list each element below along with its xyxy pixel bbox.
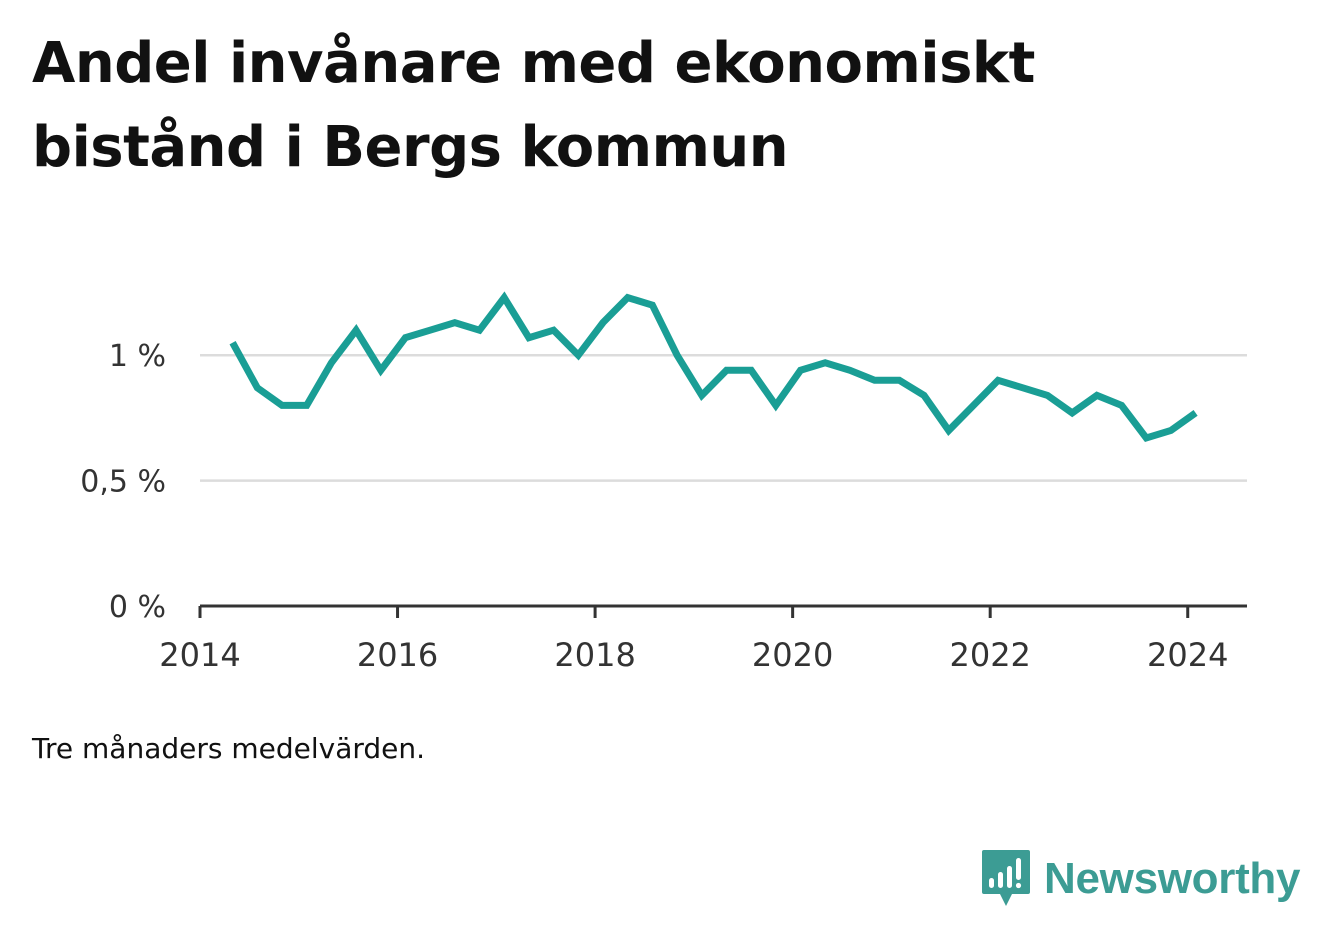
brand-logo: Newsworthy	[980, 848, 1300, 910]
bar-chart-speech-icon	[982, 850, 1030, 906]
y-tick-label: 1 %	[109, 339, 166, 374]
x-tick-label: 2014	[159, 636, 240, 674]
y-tick-label: 0,5 %	[80, 465, 166, 500]
y-axis-ticks: 0 % 0,5 % 1 %	[80, 339, 166, 625]
line-chart: 0 % 0,5 % 1 % 2014 2016 2018 2020 2022 2024	[80, 291, 1247, 674]
x-axis: 2014 2016 2018 2020 2022 2024	[159, 604, 1247, 674]
y-tick-label: 0 %	[109, 590, 166, 625]
chart-note: Tre månaders medelvärden.	[32, 732, 426, 765]
x-tick-label: 2024	[1147, 636, 1228, 674]
brand-name: Newsworthy	[1044, 854, 1301, 903]
chart-title: Andel invånare med ekonomiskt bistånd i …	[32, 31, 1035, 180]
x-tick-label: 2020	[752, 636, 833, 674]
x-tick-label: 2016	[357, 636, 438, 674]
series-layer	[229, 291, 1198, 443]
x-tick-label: 2022	[949, 636, 1030, 674]
x-tick-label: 2018	[554, 636, 635, 674]
series-line	[229, 291, 1198, 443]
